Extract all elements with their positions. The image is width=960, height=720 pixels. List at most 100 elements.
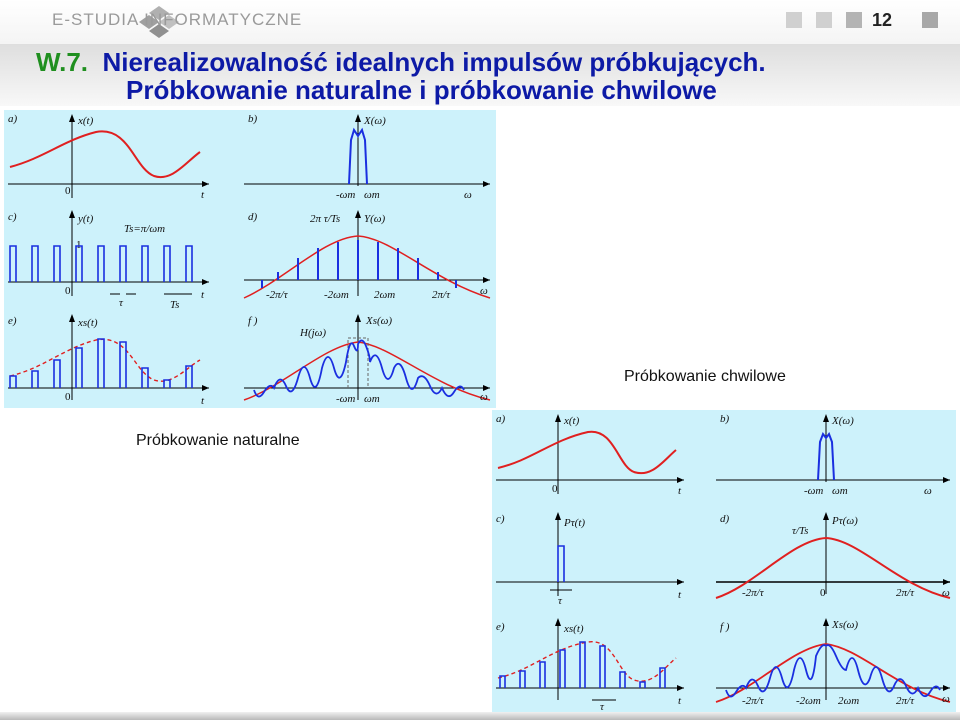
instant-sampling-figure: a) x(t) 0 t b) X(ω) -ωm ωm ω c) Pτ(t) τ … <box>492 410 956 712</box>
tau-label: τ <box>558 595 563 607</box>
axis-label: ω <box>480 285 488 297</box>
axis-label: Xs(ω) <box>831 619 858 631</box>
peak-label: τ/Ts <box>792 525 808 537</box>
plot-tag: d) <box>248 211 258 223</box>
plot-tag: e) <box>8 315 17 327</box>
axis-label: Pτ(ω) <box>831 515 858 527</box>
plot-tag: a) <box>496 413 506 425</box>
envelope <box>497 641 677 682</box>
axis-label: t <box>201 289 205 301</box>
signal-curve <box>9 130 201 179</box>
plot-tag: e) <box>496 621 505 633</box>
nav-square <box>846 12 862 28</box>
pulse-train <box>9 245 193 282</box>
title-line2: Próbkowanie naturalne i próbkowanie chwi… <box>126 75 717 105</box>
tick-label: 2ωm <box>374 289 395 301</box>
page-number: 12 <box>872 10 893 30</box>
axis-label: ω <box>942 693 950 705</box>
axis-label: xs(t) <box>563 623 584 635</box>
axis-label: X(ω) <box>831 415 854 427</box>
filter-box <box>347 337 369 388</box>
axis-label: t <box>201 395 205 407</box>
tick-label: ωm <box>364 189 380 201</box>
sinc-envelope <box>715 536 951 599</box>
sampled-pulses <box>499 641 666 688</box>
plot-tag: b) <box>720 413 730 425</box>
axis-label: Pτ(t) <box>563 517 585 529</box>
spectrum <box>348 127 368 185</box>
axis-label: Y(ω) <box>364 213 386 225</box>
plot-tag: f ) <box>720 621 730 633</box>
sampled-spectrum <box>253 339 465 398</box>
tick-label: -2π/τ <box>742 695 765 707</box>
plot-tag: d) <box>720 513 730 525</box>
tick-label: -2π/τ <box>266 289 289 301</box>
tick-label: -2π/τ <box>742 587 765 599</box>
axis-label: ω <box>464 189 472 201</box>
axis-label: y(t) <box>77 213 94 225</box>
tick-label: -ωm <box>336 189 355 201</box>
instant-caption: Próbkowanie chwilowe <box>624 368 786 385</box>
axis-label: ω <box>480 391 488 403</box>
axis-label: x(t) <box>563 415 580 427</box>
nav-square <box>922 12 938 28</box>
plot-tag: f ) <box>248 315 258 327</box>
period-label: Ts=π/ωm <box>124 223 165 235</box>
tick-label: -ωm <box>804 485 823 497</box>
nav-square <box>786 12 802 28</box>
sinc-envelope <box>715 643 951 703</box>
single-pulse <box>557 545 565 582</box>
diamond-logo-icon <box>139 6 179 38</box>
tau-label: τ <box>119 297 124 309</box>
axis-label: X(ω) <box>363 115 386 127</box>
axis-label: Xs(ω) <box>365 315 392 327</box>
axis-label: t <box>678 485 682 497</box>
tick-label: ωm <box>832 485 848 497</box>
plot-tag: b) <box>248 113 258 125</box>
level-label: 1 <box>76 239 82 251</box>
tick-label: 2π/τ <box>896 695 915 707</box>
natural-sampling-svg: a) x(t) 0 t b) X(ω) -ωm ωm ω c) y(t) Ts=… <box>8 113 491 407</box>
origin-label: 0 <box>65 391 71 403</box>
plot-tag: a) <box>8 113 18 125</box>
tick-label: ωm <box>364 393 380 405</box>
tick-label: -2ωm <box>796 695 821 707</box>
origin-label: 0 <box>552 483 558 495</box>
tick-label: 2π/τ <box>896 587 915 599</box>
tick-label: 2π/τ <box>432 289 451 301</box>
origin-label: 0 <box>65 285 71 297</box>
origin-label: 0 <box>820 587 826 599</box>
signal-curve <box>497 430 677 475</box>
tick-label: -2ωm <box>324 289 349 301</box>
sinc-envelope <box>243 235 491 299</box>
natural-sampling-figure: a) x(t) 0 t b) X(ω) -ωm ωm ω c) y(t) Ts=… <box>4 110 496 408</box>
envelope <box>9 338 201 382</box>
title-number: W.7. <box>36 47 89 77</box>
title-bar: W.7. Nierealizowalność idealnych impulsó… <box>0 44 960 106</box>
period-ts-label: Ts <box>170 299 179 311</box>
axis-label: ω <box>924 485 932 497</box>
plot-tag: c) <box>496 513 505 525</box>
page-title: W.7. Nierealizowalność idealnych impulsó… <box>36 48 766 104</box>
axis-label: x(t) <box>77 115 94 127</box>
peak-label: 2π τ/Ts <box>310 213 340 225</box>
plot-tag: c) <box>8 211 17 223</box>
top-bar: E-STUDIA INFORMATYCZNE 12 <box>0 0 960 44</box>
tick-label: -ωm <box>336 393 355 405</box>
sampled-pulses <box>9 338 193 388</box>
tau-label: τ <box>600 701 605 712</box>
title-line1: Nierealizowalność idealnych impulsów pró… <box>102 47 766 77</box>
filter-label: H(jω) <box>299 327 326 339</box>
instant-sampling-svg: a) x(t) 0 t b) X(ω) -ωm ωm ω c) Pτ(t) τ … <box>496 413 951 712</box>
spectrum <box>817 431 835 481</box>
sampled-spectrum <box>725 644 941 698</box>
tick-label: 2ωm <box>838 695 859 707</box>
logo-text: E-STUDIA INFORMATYCZNE <box>52 10 303 29</box>
axis-label: t <box>201 189 205 201</box>
axis-label: t <box>678 695 682 707</box>
spectral-lines <box>261 240 457 288</box>
axis-label: xs(t) <box>77 317 98 329</box>
origin-label: 0 <box>65 185 71 197</box>
nav-square <box>816 12 832 28</box>
axis-label: t <box>678 589 682 601</box>
